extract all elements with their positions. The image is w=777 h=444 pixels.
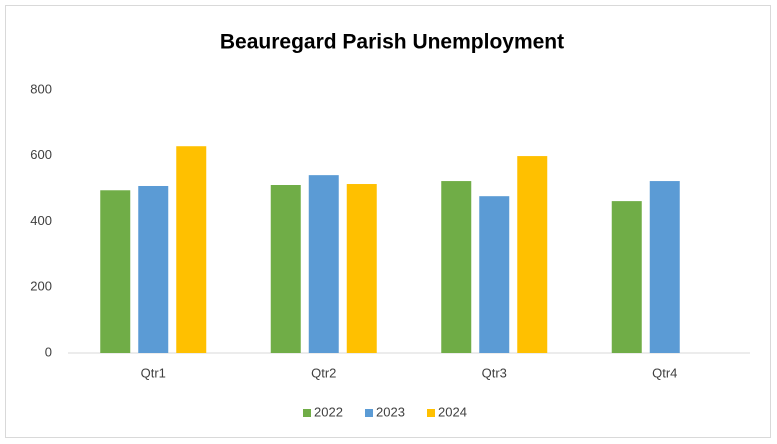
chart-border xyxy=(5,5,771,438)
x-tick-label: Qtr3 xyxy=(482,365,507,380)
bar xyxy=(611,201,642,353)
y-tick-label: 800 xyxy=(30,81,52,96)
legend-label: 2024 xyxy=(438,404,467,419)
bar xyxy=(270,185,301,353)
bar xyxy=(308,175,339,353)
legend-swatch xyxy=(427,409,435,417)
y-tick-label: 400 xyxy=(30,213,52,228)
bar xyxy=(138,185,169,353)
bar xyxy=(176,146,207,353)
legend-swatch xyxy=(303,409,311,417)
y-tick-label: 0 xyxy=(45,344,52,359)
bar xyxy=(441,181,472,353)
y-tick-label: 200 xyxy=(30,279,52,294)
chart-title: Beauregard Parish Unemployment xyxy=(220,31,564,54)
x-tick-label: Qtr4 xyxy=(652,365,677,380)
bar xyxy=(649,181,680,353)
x-tick-label: Qtr2 xyxy=(311,365,336,380)
bar xyxy=(479,196,510,353)
bar xyxy=(100,190,131,353)
x-tick-label: Qtr1 xyxy=(141,365,166,380)
bar xyxy=(517,156,548,353)
legend-label: 2022 xyxy=(314,404,343,419)
y-tick-label: 600 xyxy=(30,147,52,162)
legend-swatch xyxy=(365,409,373,417)
legend-label: 2023 xyxy=(376,404,405,419)
bar xyxy=(346,184,377,353)
